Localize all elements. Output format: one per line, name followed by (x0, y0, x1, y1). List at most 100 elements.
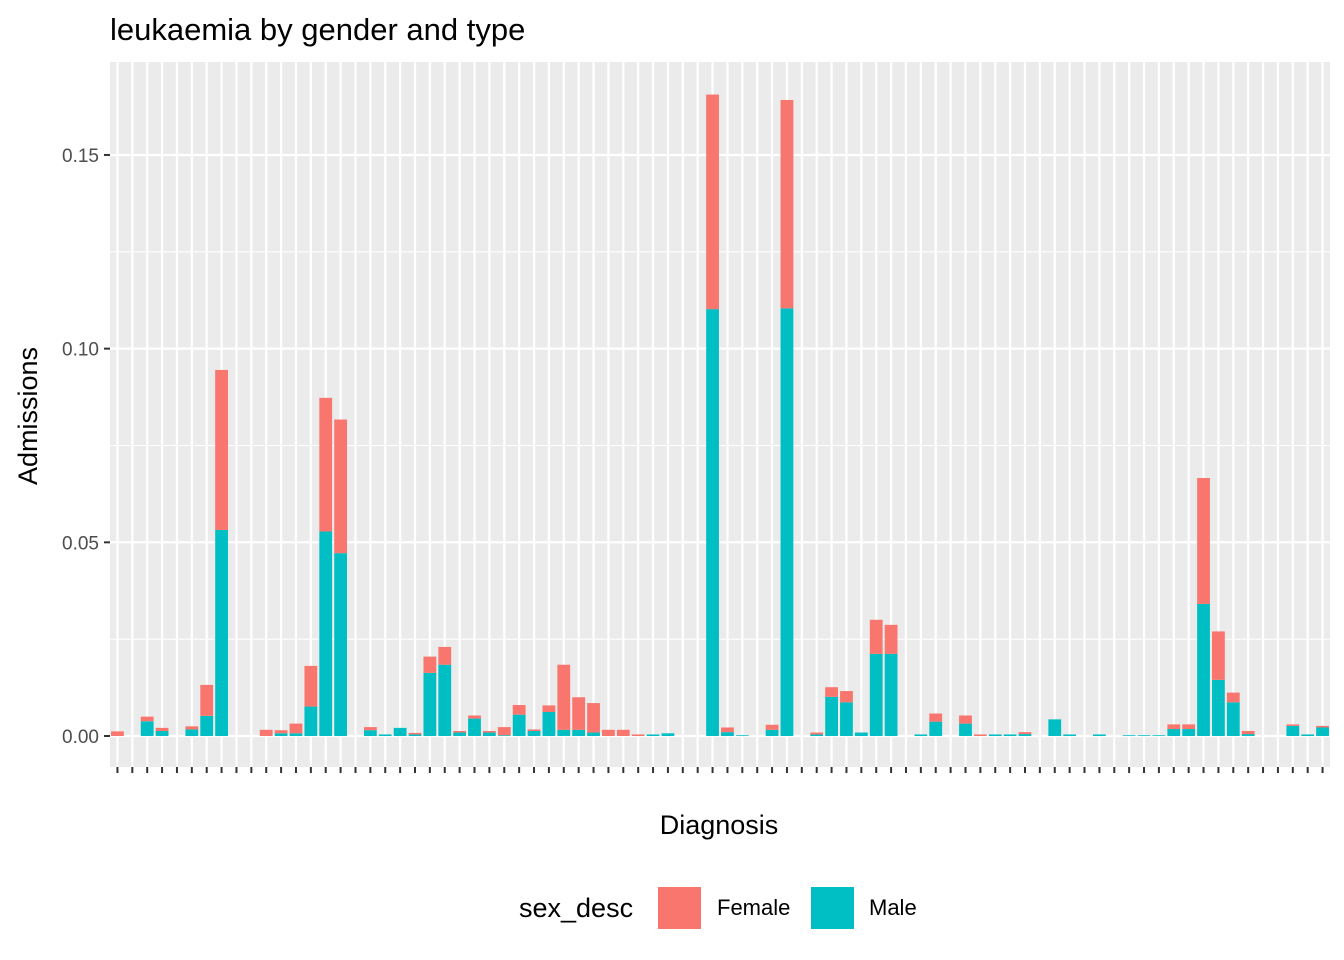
chart-title: leukaemia by gender and type (110, 12, 525, 47)
bar-male (1018, 734, 1032, 737)
bar-female (304, 665, 318, 707)
bar-male (1316, 727, 1329, 737)
x-axis (116, 767, 1324, 773)
bar-male (884, 653, 898, 737)
bar-female (1167, 724, 1181, 730)
bar-male (334, 553, 348, 737)
bar-male (1152, 735, 1166, 737)
bar-female (1316, 725, 1329, 728)
bar-male (1137, 735, 1151, 737)
bar-male (542, 711, 556, 737)
bar-female (512, 705, 526, 715)
y-axis: 0.00 0.05 0.10 0.15 (62, 146, 110, 748)
bar-female (973, 734, 987, 737)
bar-female (557, 664, 571, 730)
x-axis-title: Diagnosis (660, 810, 779, 840)
bar-male (512, 714, 526, 737)
bar-female (825, 687, 838, 697)
bar-male (215, 529, 228, 737)
bar-male (869, 653, 883, 737)
bar-male (810, 734, 824, 737)
bar-female (319, 397, 333, 532)
bar-male (557, 729, 571, 737)
bar-male (1212, 679, 1225, 737)
bar-male (482, 732, 496, 737)
y-tick-label: 0.05 (62, 533, 99, 554)
bar-male (854, 732, 868, 737)
y-tick-label: 0.00 (62, 727, 99, 748)
bar-male (1286, 725, 1300, 737)
legend: sex_desc Female Male (519, 887, 917, 929)
bar-female (869, 619, 883, 654)
bar-female (155, 727, 169, 731)
bar-female (334, 419, 348, 554)
bar-female (959, 715, 972, 724)
bar-male (780, 308, 794, 737)
bar-female (840, 691, 853, 703)
bar-female (1241, 730, 1255, 735)
bar-male (1197, 603, 1210, 737)
bar-female (1212, 631, 1225, 680)
bar-male (319, 531, 333, 737)
bar-male (765, 729, 779, 737)
bar-male (1167, 729, 1181, 737)
bar-male (185, 729, 199, 737)
bar-female (884, 624, 898, 654)
bar-female (289, 723, 303, 734)
bar-male (274, 733, 288, 737)
bar-male (1301, 734, 1315, 737)
bar-male (840, 702, 853, 737)
bar-male (1182, 729, 1196, 737)
bar-female (542, 705, 556, 712)
bar-male (988, 734, 1002, 737)
bar-male (200, 715, 214, 737)
bar-female (482, 730, 496, 733)
bar-female (587, 703, 600, 733)
bar-female (616, 729, 630, 737)
bar-female (721, 727, 734, 733)
plot-panel (110, 62, 1330, 767)
bar-female (259, 729, 273, 737)
bar-female (497, 727, 511, 736)
bar-female (1182, 724, 1196, 730)
bar-male (289, 733, 303, 737)
bar-male (1063, 734, 1077, 737)
bar-male (1226, 702, 1240, 737)
bar-male (1003, 734, 1017, 737)
y-axis-title: Admissions (13, 347, 43, 485)
bar-male (453, 732, 467, 737)
bar-female (453, 730, 467, 733)
bar-female (765, 724, 779, 730)
bar-male (587, 732, 600, 737)
bar-female (111, 731, 124, 737)
bar-female (274, 730, 288, 734)
bar-female (602, 729, 615, 737)
legend-female-label: Female (717, 895, 790, 920)
bar-male (721, 732, 734, 737)
bar-male (572, 729, 586, 737)
bar-male (378, 734, 392, 737)
bars-group (111, 94, 1329, 737)
bar-female (408, 732, 422, 735)
legend-female-swatch (658, 887, 701, 929)
bar-female (1286, 724, 1300, 726)
bar-male (735, 735, 749, 737)
bar-female (363, 727, 377, 731)
bar-male (527, 730, 541, 737)
bar-male (959, 723, 972, 737)
bar-female (423, 656, 437, 673)
bar-male (929, 721, 943, 737)
y-tick-label: 0.15 (62, 146, 99, 167)
bar-female (1197, 478, 1210, 604)
bar-male (1048, 719, 1062, 737)
bar-female (929, 713, 943, 722)
bar-male (393, 727, 407, 737)
bar-male (1241, 734, 1255, 737)
bar-female (1018, 732, 1032, 735)
bar-male (140, 721, 154, 737)
bar-male (914, 734, 928, 737)
bar-female (810, 732, 824, 735)
bar-male (646, 734, 660, 737)
bar-male (363, 730, 377, 737)
